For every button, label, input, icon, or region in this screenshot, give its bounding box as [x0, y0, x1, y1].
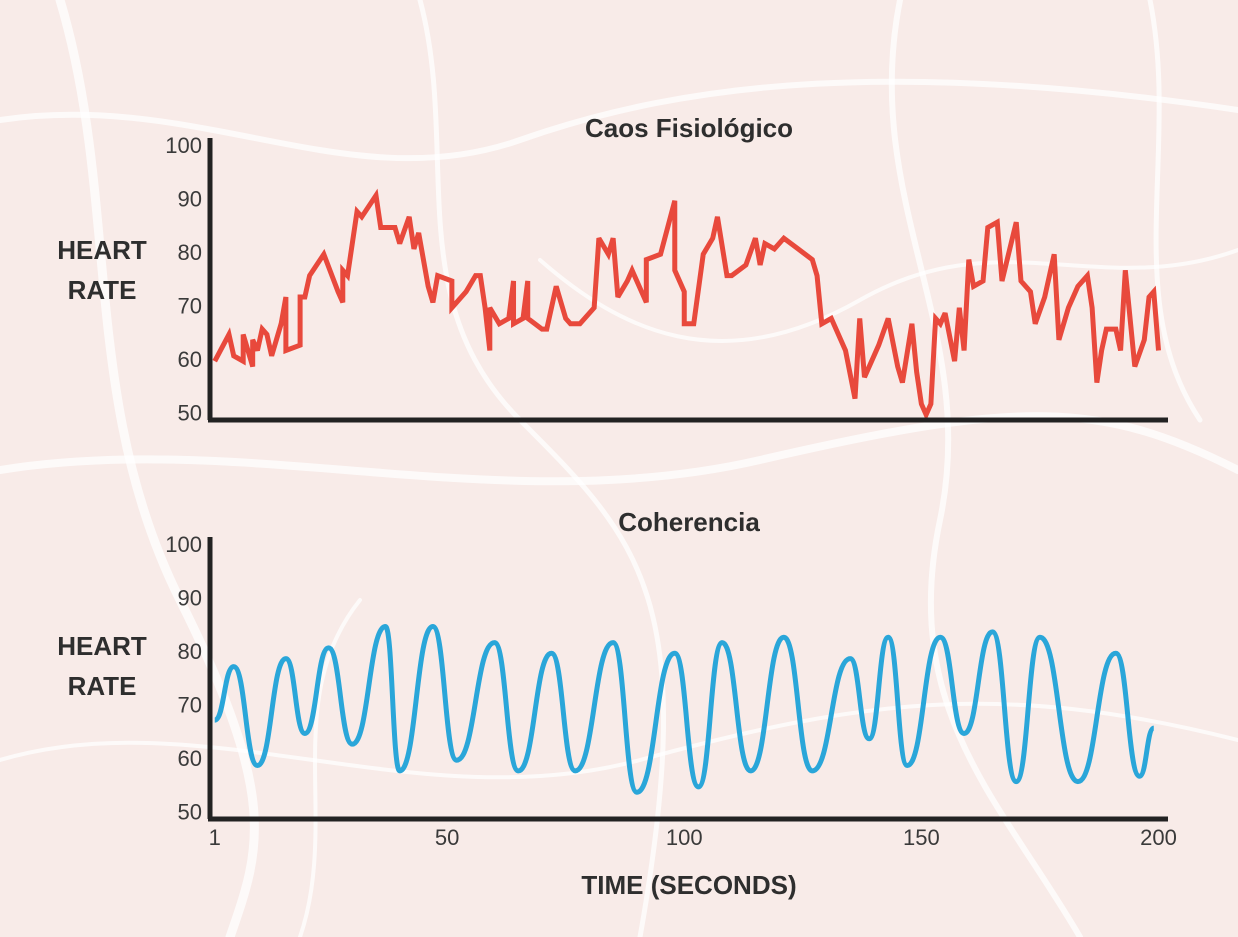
x-axis-label: TIME (SECONDS) — [581, 870, 796, 900]
y-tick-label: 60 — [178, 746, 202, 771]
y-tick-label: 50 — [178, 799, 202, 824]
y-tick-label: 60 — [178, 347, 202, 372]
y-tick-label: 90 — [178, 187, 202, 212]
y-axis-label: HEART RATE — [57, 631, 147, 701]
x-tick-label: 100 — [666, 825, 703, 850]
y-tick-label: 100 — [165, 532, 202, 557]
x-tick-label: 50 — [435, 825, 459, 850]
y-tick-label: 80 — [178, 639, 202, 664]
y-tick-label: 100 — [165, 133, 202, 158]
y-tick-label: 70 — [178, 294, 202, 319]
y-axis-label: HEART RATE — [57, 235, 147, 305]
x-tick-label: 200 — [1140, 825, 1177, 850]
y-tick-label: 70 — [178, 693, 202, 718]
line-series — [212, 188, 1162, 421]
x-tick-label: 150 — [903, 825, 940, 850]
chart-title: Caos Fisiológico — [585, 113, 793, 143]
chart-title: Coherencia — [618, 507, 760, 537]
y-tick-label: 80 — [178, 240, 202, 265]
x-tick-label: 1 — [209, 825, 221, 850]
y-tick-label: 50 — [178, 400, 202, 425]
y-tick-label: 90 — [178, 586, 202, 611]
line-series — [213, 624, 1157, 795]
